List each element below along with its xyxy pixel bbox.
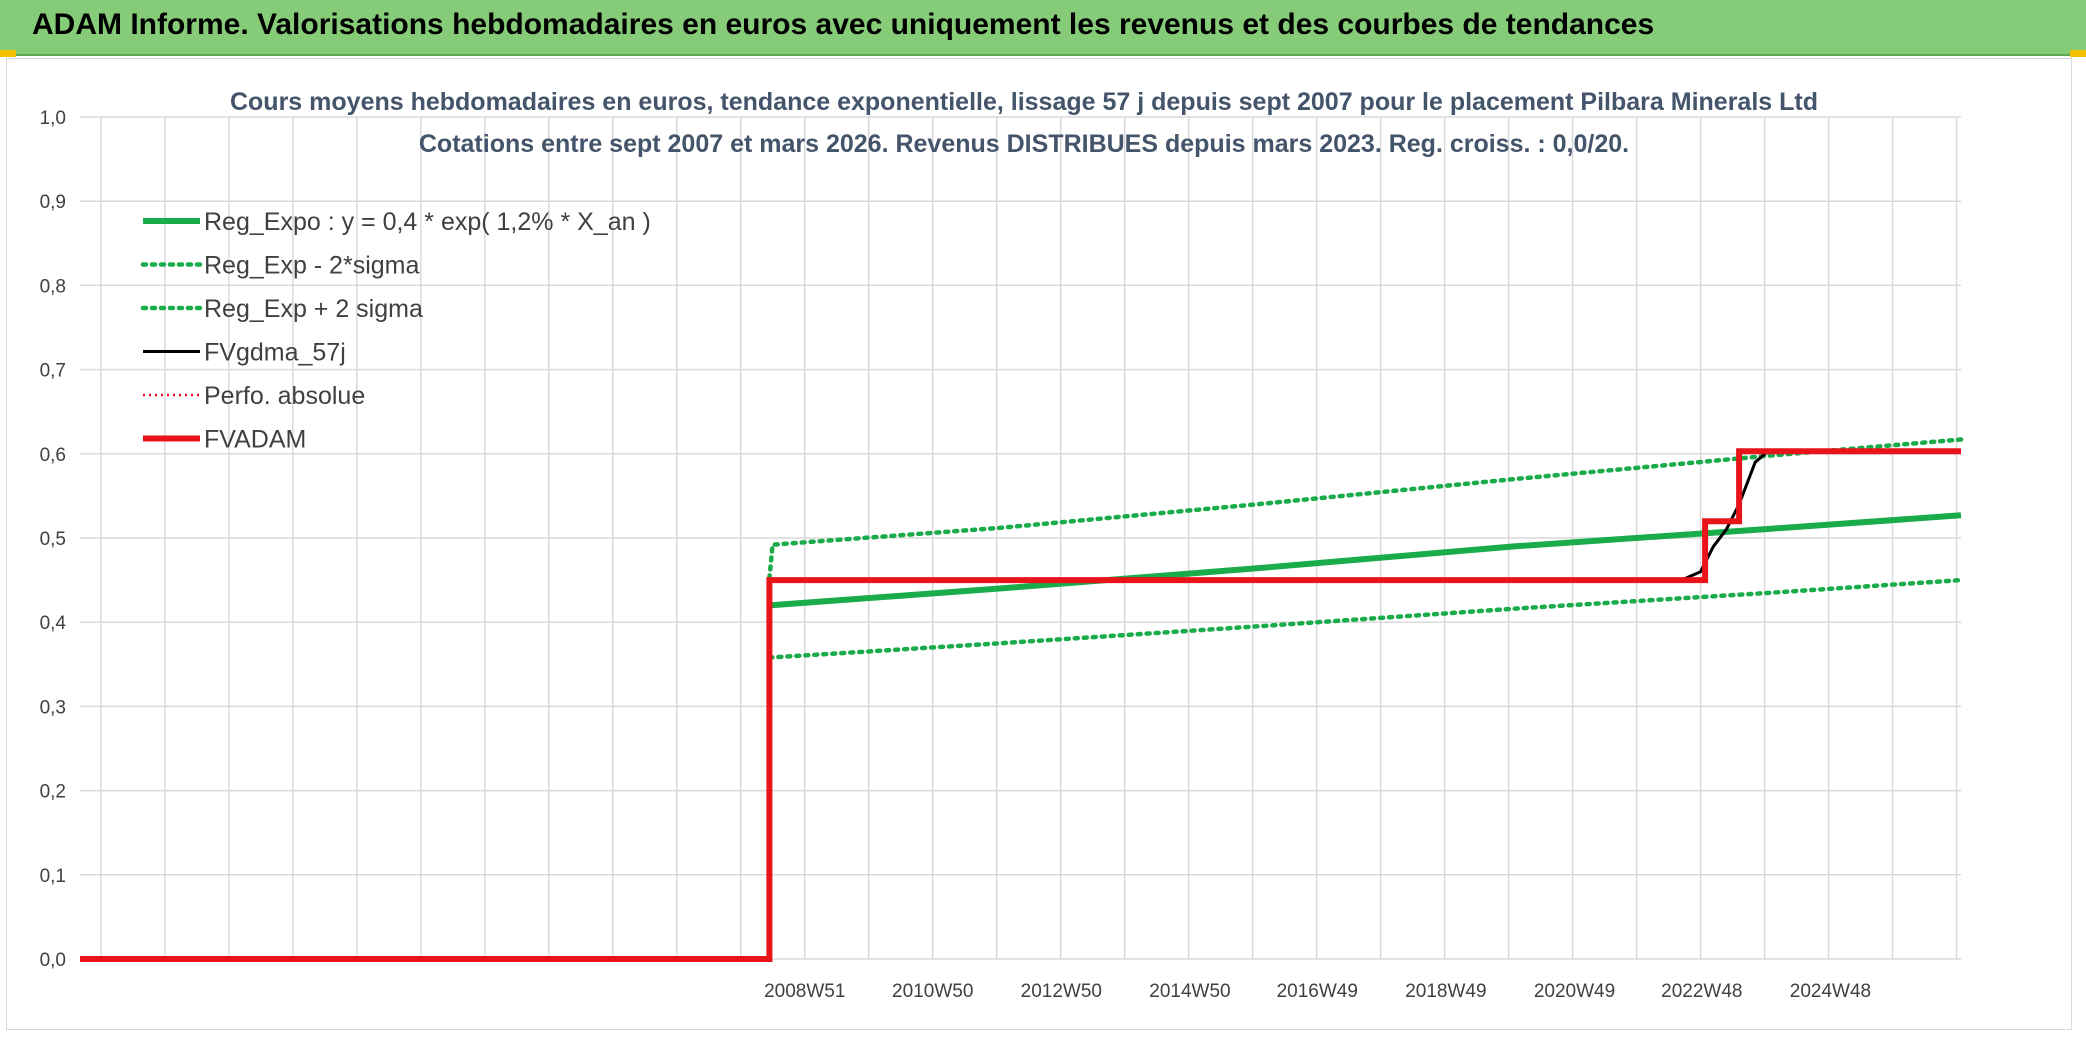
x-tick-label: 2012W50 [1021,981,1102,1002]
series-line-2 [767,437,1964,581]
x-tick-label: 2010W50 [892,981,973,1002]
y-axis: 0,0 0,1 0,2 0,3 0,4 0,5 0,6 0,7 0,8 0,9 1,0 [40,108,67,971]
chart: Cours moyens hebdomadaires en euros, ten… [40,88,1964,1002]
x-tick-label: 2020W49 [1534,981,1615,1002]
y-tick-label: 0,9 [40,192,66,213]
y-tick-label: 0,6 [40,445,66,466]
y-tick-label: 1,0 [40,108,66,129]
legend-label: FVADAM [204,426,306,454]
y-tick-label: 0,5 [40,529,66,550]
legend-label: Reg_Exp - 2*sigma [204,252,419,280]
y-tick-label: 0,8 [40,276,66,297]
y-tick-label: 0,4 [40,613,67,634]
report-title: ADAM Informe. Valorisations hebdomadaire… [32,8,1655,41]
y-tick-label: 0,7 [40,361,66,382]
x-tick-label: 2018W49 [1405,981,1486,1002]
chart-title: Cours moyens hebdomadaires en euros, ten… [230,88,1818,116]
x-tick-label: 2008W51 [764,981,845,1002]
legend-label: Reg_Expo : y = 0,4 * exp( 1,2% * X_an ) [204,208,651,236]
legend-label: Reg_Exp + 2 sigma [204,295,423,323]
series-line-0 [769,512,1962,609]
y-tick-label: 0,3 [40,697,66,718]
report-header: ADAM Informe. Valorisations hebdomadaire… [0,0,2086,56]
plot-area [80,437,1964,962]
x-tick-label: 2024W48 [1790,981,1871,1002]
legend: Reg_Expo : y = 0,4 * exp( 1,2% * X_an ) R… [140,208,651,454]
corner-marker-top-left [0,50,16,57]
x-tick-label: 2016W49 [1277,981,1358,1002]
y-tick-label: 0,0 [40,950,66,971]
y-tick-label: 0,2 [40,782,66,803]
x-tick-label: 2022W48 [1661,981,1742,1002]
chart-frame: Cours moyens hebdomadaires en euros, ten… [6,58,2072,1030]
legend-label: FVgdma_57j [204,339,346,367]
series-line-5 [80,448,1961,962]
series-line-1 [767,577,1964,660]
grid [80,116,1961,960]
chart-subtitle: Cotations entre sept 2007 et mars 2026. … [419,130,1629,158]
y-tick-label: 0,1 [40,866,66,887]
x-axis: 2008W51 2010W50 2012W50 2014W50 2016W49 2018W… [764,981,1871,1002]
x-tick-label: 2014W50 [1149,981,1230,1002]
corner-marker-top-right [2070,50,2086,57]
legend-label: Perfo. absolue [204,382,365,410]
